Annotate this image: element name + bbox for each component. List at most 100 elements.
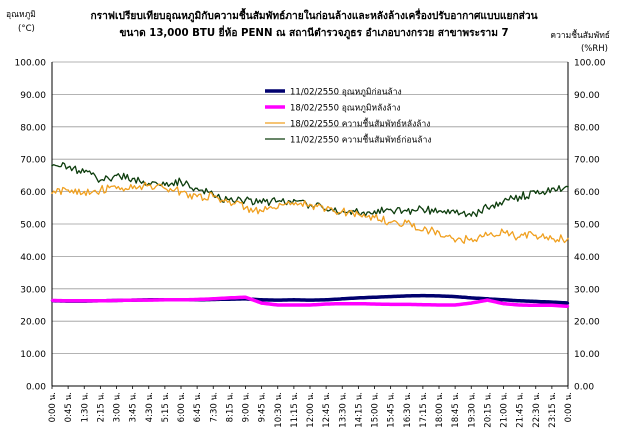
data-point [454, 211, 456, 214]
data-point [437, 303, 441, 307]
data-point [99, 189, 102, 191]
data-point [293, 198, 295, 201]
x-tick-label: 16:30 น. [403, 392, 413, 428]
y-tick-label-left: 50.00 [20, 221, 46, 231]
y-tick-label-right: 30.00 [574, 285, 600, 295]
data-point [260, 301, 263, 305]
data-point [453, 303, 457, 307]
data-point [567, 185, 569, 188]
data-point [421, 294, 425, 297]
data-point [228, 198, 231, 201]
data-point [276, 303, 279, 307]
data-point [228, 296, 231, 300]
data-point [551, 187, 553, 190]
x-tick-label: 23:15 น. [548, 392, 558, 428]
data-point [486, 234, 489, 237]
data-point [341, 297, 344, 300]
x-tick-label: 12:45 น. [322, 392, 332, 428]
data-point [195, 298, 199, 301]
y-tick-label-left: 30.00 [20, 285, 46, 295]
data-point [566, 305, 570, 308]
data-point [486, 298, 489, 302]
y-tick-label-right: 20.00 [574, 318, 600, 328]
data-point [83, 299, 86, 302]
data-point [437, 294, 441, 298]
x-tick-label: 6:00 น. [177, 392, 187, 422]
data-point [405, 294, 408, 298]
data-point [389, 303, 392, 306]
data-point [567, 237, 569, 240]
data-point [83, 190, 86, 193]
data-point [260, 298, 263, 301]
data-point [228, 200, 231, 203]
data-point [535, 192, 537, 194]
data-point [518, 236, 521, 238]
x-tick-label: 0:45 น. [64, 392, 74, 422]
data-point [502, 302, 505, 305]
data-point [502, 200, 505, 203]
data-point [67, 166, 69, 169]
x-tick-label: 3:45 น. [129, 392, 139, 422]
data-point [115, 187, 118, 190]
data-point [244, 198, 247, 201]
x-tick-label: 0:00 น. [564, 392, 574, 422]
data-point [438, 210, 440, 212]
x-tick-label: 0:00 น. [48, 392, 58, 422]
y-tick-label-right: 10.00 [574, 350, 600, 360]
data-point [308, 303, 312, 307]
x-tick-label: 15:00 น. [371, 392, 381, 428]
y-tick-label-left: 90.00 [20, 91, 46, 101]
data-point [212, 297, 215, 300]
data-point [535, 234, 537, 237]
y-tick-label-left: 10.00 [20, 350, 46, 360]
x-tick-label: 21:00 น. [500, 392, 510, 428]
data-point [551, 237, 553, 240]
data-point [212, 195, 215, 198]
x-tick-label: 10:30 น. [274, 392, 284, 428]
x-tick-label: 18:45 น. [451, 392, 461, 428]
data-point [550, 304, 554, 307]
x-tick-label: 5:15 น. [161, 392, 171, 422]
data-point [277, 200, 279, 203]
data-point [115, 174, 118, 177]
chart-title: กราฟเปรียบเทียบอุณหภูมิกับความชื้นสัมพัท… [90, 7, 537, 23]
x-tick-label: 4:30 น. [145, 392, 155, 422]
data-point [373, 216, 376, 219]
legend-label: 11/02/2550 อุณหภูมิก่อนล้าง [290, 87, 402, 98]
data-point [357, 213, 360, 216]
y-tick-label-right: 80.00 [574, 123, 600, 133]
data-point [470, 296, 473, 300]
y-tick-label-left: 0.00 [26, 383, 46, 393]
x-tick-label: 21:45 น. [516, 392, 526, 428]
data-point [405, 303, 408, 306]
data-point [164, 187, 166, 190]
data-point [566, 301, 570, 305]
data-point [341, 302, 344, 305]
data-point [341, 210, 344, 212]
data-point [389, 295, 392, 298]
data-point [51, 192, 53, 194]
y-tick-label-right: 60.00 [574, 188, 600, 198]
data-point [163, 298, 167, 301]
x-tick-label: 20:15 น. [483, 392, 493, 428]
data-point [502, 231, 505, 233]
x-tick-label: 18:00 น. [435, 392, 445, 428]
data-point [470, 215, 473, 217]
data-point [550, 300, 554, 304]
data-point [276, 298, 279, 302]
data-point [148, 184, 150, 186]
data-point [277, 207, 279, 209]
legend-label: 18/02/2550 อุณหภูมิหลังล้าง [290, 103, 401, 114]
chart-subtitle: ขนาด 13,000 BTU ยี่ห้อ PENN ณ สถานีตำรวจ… [119, 25, 508, 40]
plot-area: 0.00 0.00 10.00 10.00 20.00 20.00 30.00 30.00 40… [15, 59, 606, 428]
data-point [309, 203, 311, 206]
data-point [518, 195, 521, 198]
data-point [115, 299, 118, 302]
data-point [438, 231, 440, 233]
data-point [470, 237, 473, 240]
data-point [325, 208, 327, 211]
legend: 11/02/2550 อุณหภูมิก่อนล้าง 18/02/2550 อุ… [265, 87, 432, 146]
x-tick-label: 22:30 น. [532, 392, 542, 428]
x-tick-label: 15:45 น. [387, 392, 397, 428]
